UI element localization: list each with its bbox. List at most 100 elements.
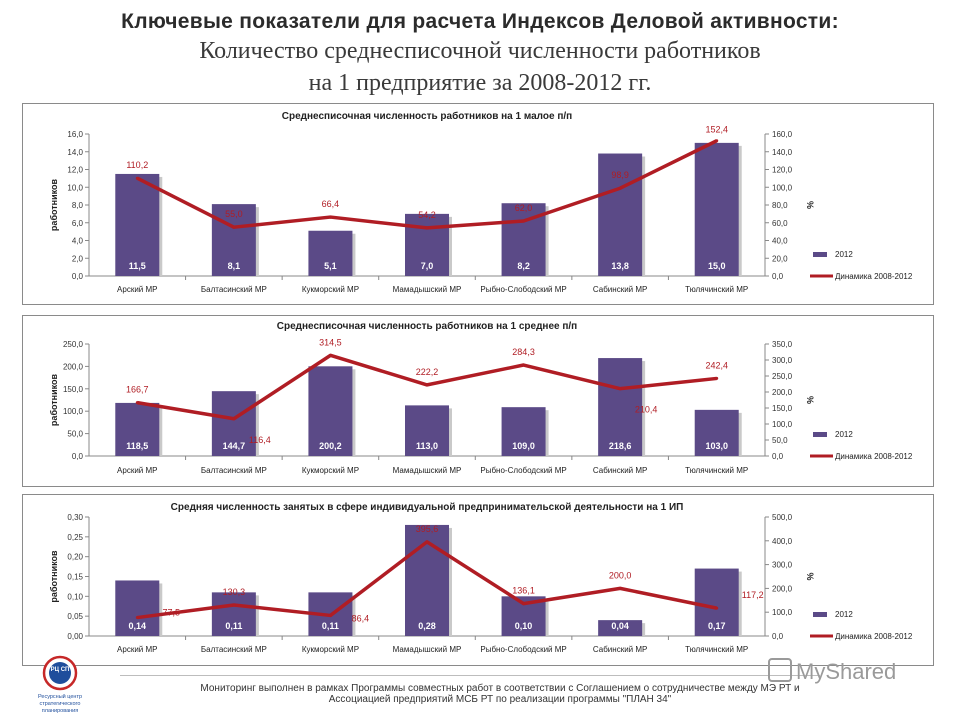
bar bbox=[211, 391, 256, 456]
y-tick-left-label: 0,05 bbox=[67, 612, 83, 621]
y-tick-left-label: 0,0 bbox=[72, 452, 84, 461]
line-value-label: 55,0 bbox=[225, 209, 243, 219]
line-point bbox=[425, 540, 429, 544]
x-tick-label: Арский МР bbox=[117, 645, 157, 654]
chart-panel-medium: Среднесписочная численность работников н… bbox=[22, 315, 934, 487]
y-tick-left-label: 16,0 bbox=[67, 130, 83, 139]
line-value-label: 116,4 bbox=[249, 435, 271, 445]
line-value-label: 314,5 bbox=[319, 337, 342, 347]
y-tick-right-label: 200,0 bbox=[772, 388, 793, 397]
presentation-icon bbox=[768, 658, 792, 682]
bar-value-label: 103,0 bbox=[705, 441, 728, 451]
footer-note: Мониторинг выполнен в рамках Программы с… bbox=[170, 683, 830, 705]
x-tick-label: Рыбно-Слободский МР bbox=[480, 466, 566, 475]
y-tick-left-label: 6,0 bbox=[72, 219, 84, 228]
legend-swatch-bar bbox=[813, 252, 827, 257]
y-tick-left-label: 0,0 bbox=[72, 272, 84, 281]
bar-value-label: 15,0 bbox=[708, 261, 726, 271]
y2-axis-title: % bbox=[805, 201, 815, 209]
y-axis-title: работников bbox=[49, 550, 59, 603]
y-tick-left-label: 150,0 bbox=[63, 385, 84, 394]
bar-value-label: 0,14 bbox=[129, 621, 147, 631]
y-tick-right-label: 100,0 bbox=[772, 608, 793, 617]
x-tick-label: Тюлячинский МР bbox=[685, 466, 748, 475]
bar-value-label: 0,10 bbox=[515, 621, 533, 631]
y-axis-title: работников bbox=[49, 373, 59, 426]
line-point bbox=[135, 616, 139, 620]
bar-value-label: 8,1 bbox=[228, 261, 241, 271]
page-title: Ключевые показатели для расчета Индексов… bbox=[121, 10, 839, 33]
line-value-label: 166,7 bbox=[126, 385, 149, 395]
bar-value-label: 113,0 bbox=[416, 441, 438, 451]
x-tick-label: Балтасинский МР bbox=[201, 466, 267, 475]
y-tick-right-label: 140,0 bbox=[772, 148, 793, 157]
y-tick-right-label: 500,0 bbox=[772, 513, 793, 522]
bar-value-label: 5,1 bbox=[324, 261, 337, 271]
line-point bbox=[618, 586, 622, 590]
legend-label-line: Динамика 2008-2012 bbox=[835, 452, 913, 461]
x-tick-label: Рыбно-Слободский МР bbox=[480, 285, 566, 294]
y-tick-right-label: 350,0 bbox=[772, 340, 793, 349]
legend-swatch-bar bbox=[813, 432, 827, 437]
bar-value-label: 109,0 bbox=[512, 441, 535, 451]
bar bbox=[694, 409, 739, 456]
chart-medium-enterprise: Среднесписочная численность работников н… bbox=[49, 320, 913, 475]
chart-small-enterprise: Среднесписочная численность работников н… bbox=[49, 110, 913, 294]
x-tick-label: Арский МР bbox=[117, 466, 157, 475]
bar bbox=[405, 405, 449, 456]
y-tick-right-label: 150,0 bbox=[772, 404, 793, 413]
logo: РЦ СП Ресурсный центр стратегического пл… bbox=[38, 655, 82, 714]
y-tick-left-label: 100,0 bbox=[63, 407, 84, 416]
line-value-label: 62,0 bbox=[515, 203, 533, 213]
legend-label-line: Динамика 2008-2012 bbox=[835, 272, 913, 281]
line-value-label: 200,0 bbox=[609, 570, 632, 580]
line-point bbox=[135, 401, 139, 405]
line-point bbox=[328, 613, 332, 617]
bar bbox=[598, 153, 643, 276]
y-tick-right-label: 160,0 bbox=[772, 130, 793, 139]
line-value-label: 54,2 bbox=[418, 210, 436, 220]
x-tick-label: Кукморский МР bbox=[302, 285, 359, 294]
bar-value-label: 218,6 bbox=[609, 441, 632, 451]
line-point bbox=[522, 219, 526, 223]
bar bbox=[501, 407, 546, 456]
y-tick-left-label: 0,10 bbox=[67, 592, 83, 601]
line-point bbox=[522, 363, 526, 367]
chart-individual-entrepreneur: Средняя численность занятых в сфере инди… bbox=[49, 501, 913, 654]
line-point bbox=[522, 602, 526, 606]
line-value-label: 66,4 bbox=[322, 199, 340, 209]
bar-value-label: 0,17 bbox=[708, 621, 726, 631]
y-tick-left-label: 250,0 bbox=[63, 340, 84, 349]
y-tick-left-label: 200,0 bbox=[63, 362, 84, 371]
bar-value-label: 200,2 bbox=[319, 441, 342, 451]
y-tick-left-label: 0,15 bbox=[67, 573, 83, 582]
y-tick-left-label: 14,0 bbox=[67, 148, 83, 157]
y-tick-left-label: 0,00 bbox=[67, 632, 83, 641]
y-tick-right-label: 300,0 bbox=[772, 356, 793, 365]
bar-value-label: 118,5 bbox=[126, 441, 148, 451]
bar bbox=[694, 142, 739, 276]
line-point bbox=[232, 603, 236, 607]
bar bbox=[115, 580, 160, 636]
page-subtitle-line1: Количество среднесписочной численности р… bbox=[199, 38, 761, 64]
legend-swatch-bar bbox=[813, 612, 827, 617]
bar-value-label: 0,04 bbox=[611, 621, 629, 631]
y-tick-left-label: 12,0 bbox=[67, 166, 83, 175]
y-tick-right-label: 120,0 bbox=[772, 166, 793, 175]
y-tick-left-label: 2,0 bbox=[72, 254, 84, 263]
y-tick-right-label: 100,0 bbox=[772, 420, 793, 429]
y-tick-right-label: 50,0 bbox=[772, 436, 788, 445]
line-value-label: 136,1 bbox=[512, 586, 535, 596]
line-value-label: 110,2 bbox=[126, 160, 148, 170]
bar bbox=[694, 568, 739, 636]
line-value-label: 210,4 bbox=[635, 405, 658, 415]
bar bbox=[598, 620, 643, 636]
bar-value-label: 7,0 bbox=[421, 261, 434, 271]
logo-caption-1: Ресурсный центр bbox=[38, 693, 82, 700]
x-tick-label: Тюлячинский МР bbox=[685, 645, 748, 654]
logo-mark: РЦ СП bbox=[51, 667, 70, 673]
y2-axis-title: % bbox=[805, 396, 815, 404]
y-tick-left-label: 8,0 bbox=[72, 201, 84, 210]
y-tick-left-label: 4,0 bbox=[72, 237, 84, 246]
chart-panel-ip: Средняя численность занятых в сфере инди… bbox=[22, 494, 934, 666]
